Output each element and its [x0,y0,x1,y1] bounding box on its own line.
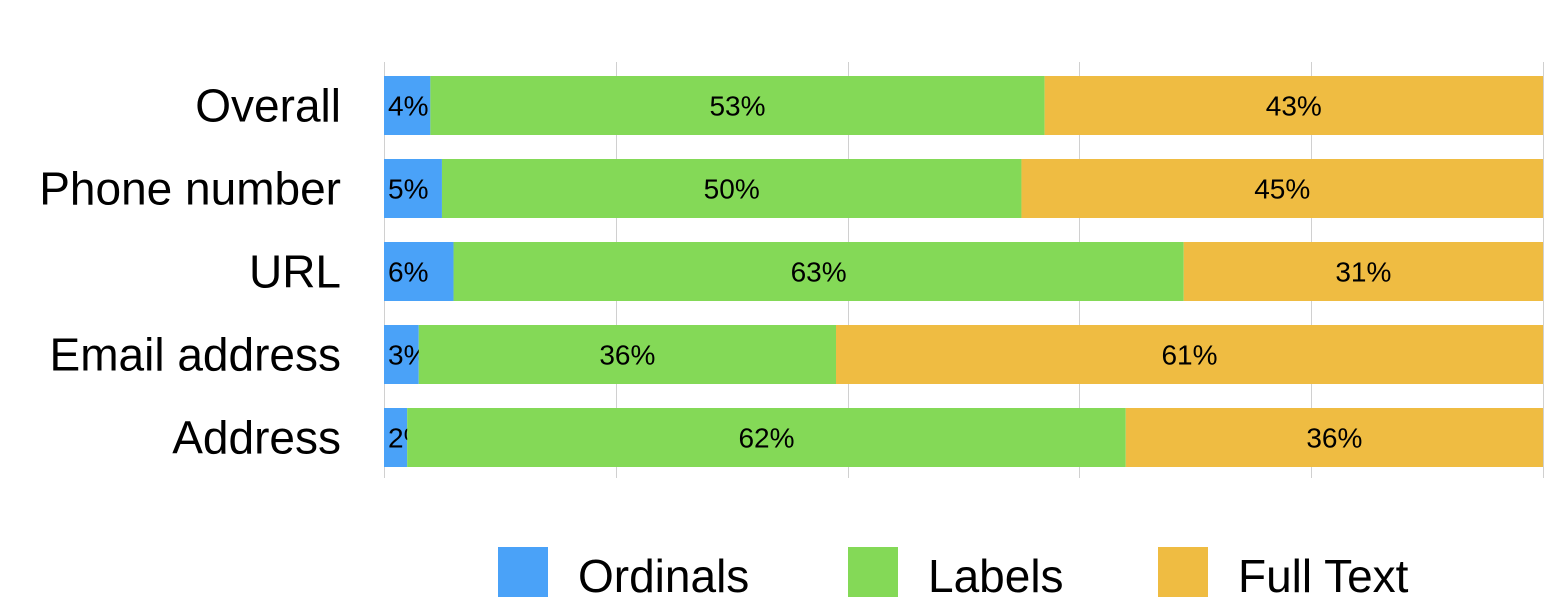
bar-labels [418,325,837,384]
legend-label: Labels [928,550,1064,602]
category-label: Address [172,412,341,464]
bar-value-label: 62% [738,423,794,454]
category-label: Phone number [39,163,341,215]
bar-value-label: 45% [1254,174,1310,205]
bar-value-label: 50% [704,174,760,205]
bar-value-label: 63% [791,257,847,288]
bar-value-label: 43% [1266,91,1322,122]
bar-value-label: 5% [388,174,428,205]
bar-value-label: 53% [709,91,765,122]
bar-value-label: 4% [388,91,428,122]
bar-labels [430,76,1045,135]
bar-ordinals [384,408,408,467]
bar-full-text [1044,76,1543,135]
legend-swatch [848,547,898,597]
category-label: Email address [50,329,341,381]
bar-labels [441,159,1022,218]
bar-ordinals [384,76,431,135]
bar-value-label: 36% [1306,423,1362,454]
bar-ordinals [384,159,442,218]
legend-swatch [498,547,548,597]
bar-full-text [1125,408,1543,467]
legend: Ordinals Labels Full Text [498,547,1409,602]
bar-value-label: 31% [1335,257,1391,288]
bar-value-label: 61% [1161,340,1217,371]
bar-labels [407,408,1126,467]
category-label: URL [249,246,341,298]
legend-label: Full Text [1238,550,1409,602]
bar-full-text [1021,159,1543,218]
category-label: Overall [195,80,341,132]
legend-swatch [1158,547,1208,597]
bar-ordinals [384,242,454,301]
bar-value-label: 36% [599,340,655,371]
bar-value-label: 6% [388,257,428,288]
bar-ordinals [384,325,419,384]
category-labels: Overall Phone number URL Email address Addre… [39,80,341,464]
bars: 4%53%43%5%50%45%6%63%31%3%36%61%2%62%36% [384,76,1543,467]
legend-label: Ordinals [578,550,749,602]
bar-labels [453,242,1184,301]
bar-full-text [836,325,1543,384]
bar-full-text [1183,242,1543,301]
